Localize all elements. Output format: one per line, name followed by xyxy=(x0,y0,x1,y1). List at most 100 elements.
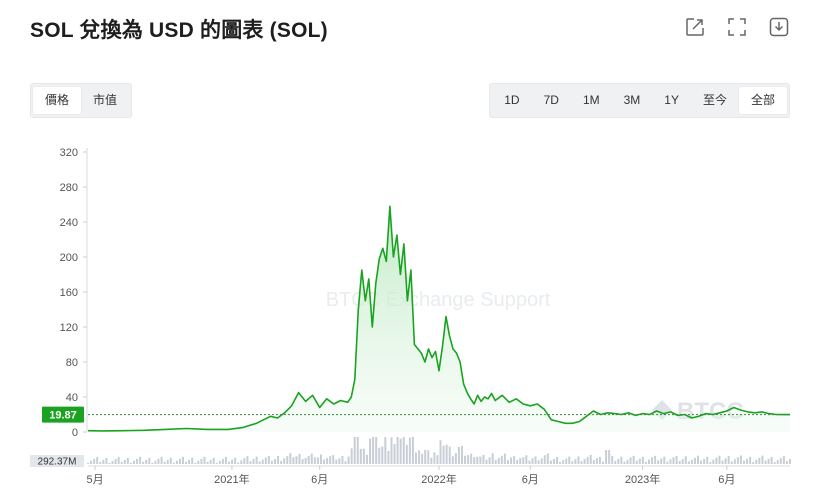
volume-bar xyxy=(166,459,169,464)
volume-bar xyxy=(687,461,690,464)
range-ytd[interactable]: 至今 xyxy=(702,93,727,107)
y-tick-label: 280 xyxy=(60,182,78,194)
range-7d[interactable]: 7D xyxy=(543,93,559,107)
volume-bar xyxy=(408,437,411,464)
y-tick-label: 0 xyxy=(72,427,78,439)
volume-bar xyxy=(304,457,307,464)
volume-bar xyxy=(393,444,396,464)
volume-bar xyxy=(697,455,700,464)
range-1m[interactable]: 1M xyxy=(582,93,600,107)
volume-bar xyxy=(476,456,479,464)
volume-bar xyxy=(418,450,421,464)
volume-bar xyxy=(163,461,166,464)
volume-bar xyxy=(586,456,589,464)
share-icon[interactable] xyxy=(684,16,706,38)
volume-bar xyxy=(301,459,304,464)
volume-bar xyxy=(454,453,457,464)
volume-bar xyxy=(773,461,776,464)
volume-bar xyxy=(267,455,270,464)
volume-bar xyxy=(577,456,580,464)
volume-bar xyxy=(500,455,503,464)
current-price-tag: 19.87 xyxy=(42,406,84,423)
volume-bar xyxy=(120,461,123,464)
volume-bars xyxy=(87,437,791,464)
volume-bar xyxy=(442,445,445,464)
volume-bar xyxy=(764,460,767,464)
fullscreen-icon[interactable] xyxy=(726,16,748,38)
volume-bar xyxy=(767,458,770,464)
volume-bar xyxy=(614,460,617,464)
volume-bar xyxy=(209,459,212,464)
volume-bar xyxy=(335,459,338,464)
volume-bar xyxy=(519,458,522,464)
volume-bar xyxy=(626,459,629,464)
volume-bar xyxy=(356,437,359,464)
volume-bar xyxy=(243,458,246,464)
y-tick-label: 240 xyxy=(60,217,78,229)
volume-bar xyxy=(497,457,500,464)
volume-bar xyxy=(169,457,172,464)
volume-bar xyxy=(663,456,666,464)
volume-bar xyxy=(605,450,608,464)
volume-bar xyxy=(721,460,724,464)
volume-bar xyxy=(552,458,555,464)
x-axis: 5月 2021年 6月 2022年 6月 2023年 6月 xyxy=(86,465,790,486)
volume-bar xyxy=(215,462,218,464)
volume-bar xyxy=(212,457,215,464)
volume-bar xyxy=(693,457,696,464)
volume-bar xyxy=(681,459,684,464)
volume-bar xyxy=(660,458,663,464)
volume-bar xyxy=(736,457,739,464)
volume-bar xyxy=(460,445,463,464)
volume-bar xyxy=(470,453,473,464)
y-tick-label: 160 xyxy=(60,287,78,299)
volume-bar xyxy=(160,456,163,464)
volume-bar xyxy=(666,461,669,464)
range-all[interactable]: 全部 xyxy=(738,87,787,114)
price-area xyxy=(88,206,790,432)
volume-bar xyxy=(234,457,237,464)
volume-bar xyxy=(362,448,365,464)
volume-bar xyxy=(598,456,601,464)
volume-bar xyxy=(310,453,313,464)
range-1y[interactable]: 1Y xyxy=(664,93,679,107)
volume-bar xyxy=(96,456,99,464)
volume-bar xyxy=(506,460,509,464)
volume-label: 292.37M xyxy=(38,457,77,468)
range-1d[interactable]: 1D xyxy=(504,93,520,107)
volume-bar xyxy=(464,455,467,464)
volume-bar xyxy=(289,453,292,464)
x-tick-label: 2023年 xyxy=(625,472,660,486)
volume-bar xyxy=(108,462,111,464)
volume-bar xyxy=(99,461,102,464)
volume-bar xyxy=(378,447,381,464)
volume-bar xyxy=(730,461,733,464)
range-3m[interactable]: 3M xyxy=(623,93,641,107)
volume-bar xyxy=(571,461,574,464)
tab-price[interactable]: 價格 xyxy=(33,87,82,114)
volume-bar xyxy=(739,455,742,464)
volume-bar xyxy=(182,456,185,464)
volume-bar xyxy=(228,461,231,464)
volume-bar xyxy=(543,455,546,464)
volume-bar xyxy=(516,460,519,464)
y-tick-label: 80 xyxy=(66,357,78,369)
volume-bar xyxy=(445,444,448,464)
volume-bar xyxy=(381,446,384,464)
volume-bar xyxy=(700,460,703,464)
volume-bar xyxy=(326,458,329,464)
current-price-label: 19.87 xyxy=(49,410,77,422)
volume-bar xyxy=(433,452,436,464)
download-icon[interactable] xyxy=(768,16,790,38)
volume-bar xyxy=(690,459,693,464)
tab-market-cap[interactable]: 市值 xyxy=(93,93,118,107)
volume-bar xyxy=(761,455,764,464)
volume-bar xyxy=(136,458,139,464)
volume-bar xyxy=(252,459,255,464)
volume-bar xyxy=(482,454,485,464)
volume-bar xyxy=(172,462,175,464)
volume-bar xyxy=(534,456,537,464)
volume-bar xyxy=(574,459,577,464)
volume-bar xyxy=(629,457,632,464)
